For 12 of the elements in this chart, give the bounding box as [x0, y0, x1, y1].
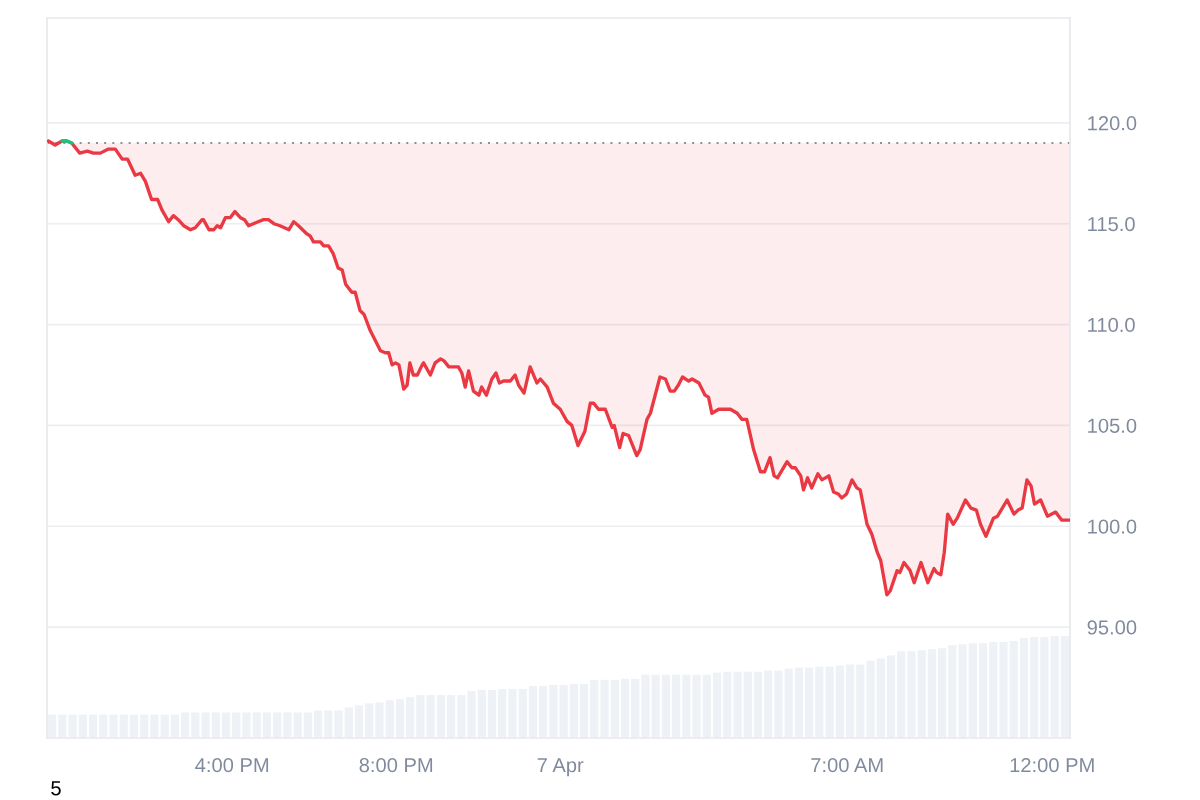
- y-tick-label: 105.0: [1088, 418, 1137, 433]
- y-tick-label: 120.0: [1088, 116, 1137, 131]
- text: 5: [51, 781, 61, 796]
- y-tick-label: 115.0: [1088, 216, 1135, 232]
- y-tick-label: 100.0: [1088, 519, 1137, 534]
- y-tick-label: 110.0: [1088, 317, 1135, 333]
- x-tick-label: 8:00 PM: [359, 757, 433, 773]
- x-tick-label: 4:00 PM: [195, 757, 269, 773]
- x-tick-label: 7 Apr: [537, 758, 584, 777]
- x-tick-label: 7:00 AM: [811, 757, 883, 773]
- y-tick-label: 95.00: [1087, 620, 1137, 635]
- x-tick-label: 12:00 PM: [1010, 757, 1094, 773]
